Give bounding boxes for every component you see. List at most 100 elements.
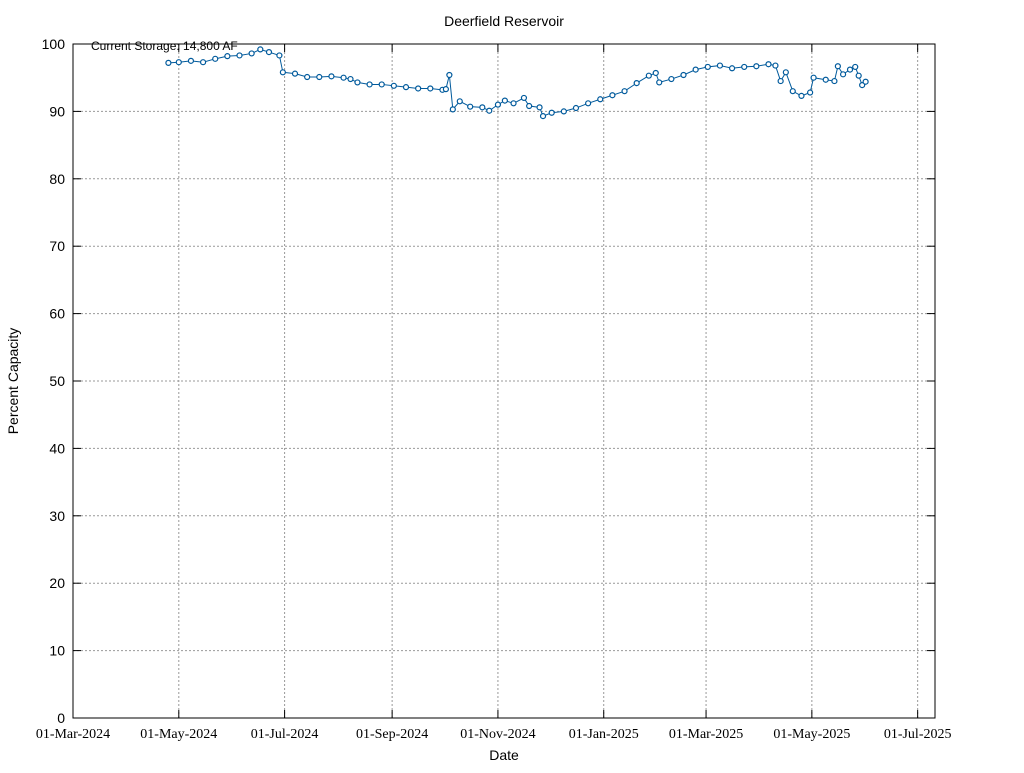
y-tick-label: 20 [49, 575, 65, 591]
y-tick-label: 90 [49, 103, 65, 119]
x-tick-label: 01-Mar-2024 [36, 727, 110, 742]
data-point [834, 63, 841, 70]
data-point [175, 59, 182, 66]
x-tick-label: 01-Jul-2025 [884, 727, 952, 742]
data-point [276, 52, 283, 59]
y-tick-label: 10 [49, 643, 65, 659]
data-point [807, 89, 814, 96]
y-tick-label: 50 [49, 373, 65, 389]
data-point [560, 108, 567, 115]
data-point [520, 94, 528, 102]
data-point [839, 71, 847, 78]
data-point [741, 63, 748, 71]
data-point [390, 82, 397, 89]
data-point [257, 46, 264, 53]
data-point [704, 63, 711, 71]
data-point [846, 66, 854, 73]
data-point [486, 107, 493, 114]
data-point [772, 62, 779, 69]
data-point [442, 86, 449, 93]
data-point [236, 52, 243, 59]
data-point [621, 88, 628, 95]
x-tick-label: 01-Nov-2024 [460, 727, 535, 742]
y-tick-label: 60 [49, 306, 65, 322]
data-point [340, 74, 347, 81]
data-point [501, 97, 508, 104]
data-point [224, 53, 231, 60]
data-point [668, 75, 675, 83]
data-point [354, 79, 361, 86]
data-point [728, 65, 736, 72]
x-axis-label: Date [489, 747, 519, 763]
data-point [402, 84, 410, 91]
y-tick-label: 30 [49, 508, 65, 524]
data-point [526, 102, 533, 110]
data-point [680, 71, 687, 79]
data-point [248, 50, 255, 57]
annotation: Current Storage: 14,800 AF [91, 39, 238, 53]
data-point [456, 98, 463, 105]
data-point [822, 76, 829, 83]
data-point [427, 85, 434, 92]
data-point [279, 69, 286, 76]
data-point [572, 104, 580, 112]
data-point [304, 73, 311, 81]
data-point [656, 79, 663, 86]
data-point [798, 92, 805, 99]
y-tick-label: 70 [49, 238, 65, 254]
data-point [328, 73, 335, 80]
data-point [446, 71, 453, 79]
x-tick-label: 01-Mar-2025 [669, 727, 743, 742]
plot-frame [72, 43, 936, 719]
data-point [265, 48, 273, 56]
data-point [347, 75, 354, 83]
data-point [187, 57, 195, 64]
data-point [777, 77, 784, 85]
data-point [199, 59, 207, 66]
data-point [609, 92, 616, 99]
data-point [855, 72, 862, 79]
data-point [316, 73, 323, 81]
x-tick-label: 01-Jul-2024 [251, 727, 319, 742]
y-tick-label: 100 [42, 36, 66, 52]
x-tick-label: 01-May-2024 [140, 727, 217, 742]
data-point [716, 62, 724, 69]
y-tick-label: 80 [49, 171, 65, 187]
data-point [831, 77, 838, 85]
data-point [633, 79, 640, 87]
data-point [165, 59, 172, 66]
data-point [494, 101, 502, 108]
data-point [789, 88, 796, 95]
data-point [548, 109, 555, 116]
y-axis-label: Percent Capacity [5, 328, 21, 435]
data-point [536, 104, 543, 111]
data-point [753, 63, 760, 70]
data-line [168, 48, 866, 117]
data-point [782, 69, 789, 76]
data-point [378, 81, 385, 88]
data-point [692, 66, 699, 73]
data-point [449, 106, 456, 113]
data-point [862, 78, 869, 85]
chart-title: Deerfield Reservoir [444, 13, 564, 29]
x-tick-label: 01-Jan-2025 [569, 727, 639, 742]
data-point [510, 100, 517, 107]
data-point [597, 96, 604, 103]
x-tick-label: 01-May-2025 [773, 727, 850, 742]
data-point [291, 70, 299, 77]
data-point [585, 100, 592, 107]
data-point [852, 63, 859, 71]
data-point [652, 69, 659, 77]
data-point [539, 113, 547, 120]
y-tick-label: 0 [57, 710, 65, 726]
data-point [810, 74, 817, 81]
data-point [212, 55, 219, 62]
data-point [415, 85, 422, 92]
data-point [479, 104, 486, 111]
y-tick-label: 40 [49, 440, 65, 456]
data-point [645, 72, 652, 79]
x-tick-label: 01-Sep-2024 [356, 727, 428, 742]
data-point [467, 103, 474, 110]
data-point [366, 81, 373, 88]
